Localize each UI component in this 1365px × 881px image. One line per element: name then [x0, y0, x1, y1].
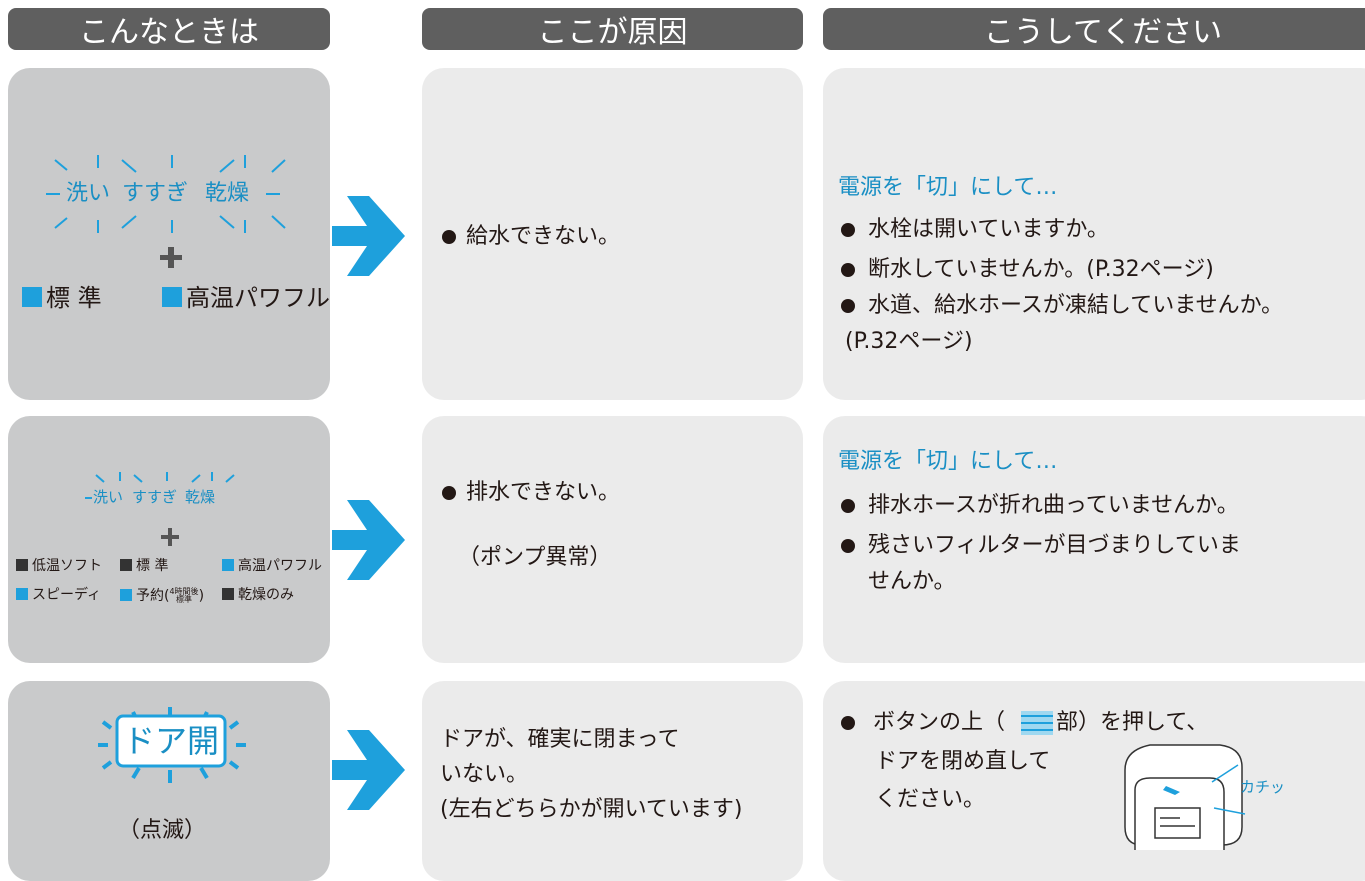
- mode: 標 準: [22, 286, 102, 310]
- remedy: 断水していませんか。(P.32ページ): [868, 257, 1214, 282]
- mode: 予約(4時間後 標準): [120, 588, 204, 604]
- remedy: ください。: [875, 787, 986, 812]
- door-lamp: [115, 714, 227, 768]
- remedy: 水道、給水ホースが凍結していませんか。: [868, 293, 1284, 318]
- decorations: [46, 155, 1246, 850]
- note: （点滅）: [118, 818, 207, 843]
- mode-label: 標 準: [46, 284, 102, 312]
- arrows: [332, 196, 405, 810]
- mode-sub: 標準: [176, 595, 193, 604]
- mode-label: スピーディ: [32, 587, 102, 603]
- mode: スピーディ: [16, 588, 101, 602]
- mode-label: 予約: [136, 588, 164, 604]
- lamp: 洗い: [66, 181, 111, 206]
- cause: (左右どちらかが開いています): [440, 797, 743, 822]
- header: こんなときは: [8, 8, 330, 50]
- mode-label: 乾燥のみ: [238, 587, 294, 603]
- cause: 排水できない。: [466, 480, 621, 505]
- door-label: ドア開: [122, 722, 219, 760]
- mode-label: 高温パワフル: [238, 558, 322, 574]
- panel: [422, 68, 803, 400]
- remedy: せんか。: [868, 569, 956, 594]
- remedy: ドアを閉め直して: [875, 749, 1051, 774]
- panel: [422, 681, 803, 881]
- cause: ドアが、確実に閉まって: [440, 727, 680, 752]
- sound: カチッ: [1240, 778, 1286, 796]
- mode: 標 準: [120, 559, 168, 573]
- remedy: (P.32ページ): [845, 329, 973, 354]
- plus-signs: [160, 247, 182, 546]
- remedy-lead: 電源を「切」にして…: [838, 449, 1058, 474]
- panel: [422, 416, 803, 663]
- mode-sub: 4時間後: [169, 587, 199, 596]
- panel: [823, 681, 1365, 881]
- dishwasher: [1124, 744, 1243, 850]
- click-lines: [1211, 764, 1246, 815]
- remedy: 部）を押して、: [1056, 710, 1209, 735]
- mode: 高温パワフル: [222, 559, 322, 573]
- cause: いない。: [440, 762, 529, 787]
- bullets: [442, 223, 855, 730]
- panel: [8, 68, 330, 400]
- mode-label: 低温ソフト: [32, 558, 102, 574]
- remedy: 排水ホースが折れ曲っていませんか。: [868, 493, 1239, 518]
- remedy: 残さいフィルターが目づまりしていま: [868, 533, 1241, 558]
- header: こうしてください: [823, 8, 1365, 50]
- mode-label: 標 準: [136, 558, 169, 574]
- lamp: すすぎ: [132, 488, 178, 506]
- remedy: 水栓は開いていますか。: [868, 217, 1109, 242]
- remedy-lead: 電源を「切」にして…: [838, 175, 1058, 200]
- button-icon: [1021, 711, 1053, 735]
- cause: （ポンプ異常）: [458, 545, 612, 570]
- header: ここが原因: [422, 8, 803, 50]
- remedy: ボタンの上（: [873, 710, 1006, 735]
- press-arrow: [1163, 786, 1180, 795]
- mode: 高温パワフル: [162, 286, 330, 310]
- panel: [823, 68, 1365, 400]
- lamp: すすぎ: [122, 181, 189, 206]
- mode: 乾燥のみ: [222, 588, 294, 602]
- lamp: 乾燥: [205, 181, 250, 206]
- lamp-rays: [46, 155, 286, 783]
- mode-label: 高温パワフル: [186, 284, 330, 312]
- mode: 低温ソフト: [16, 559, 102, 573]
- lamp: 洗い: [93, 488, 124, 506]
- panel: [823, 416, 1365, 663]
- page: こんなときは ここが原因 こうしてください 洗い すすぎ 乾燥 標 準 高温パワ…: [8, 8, 1365, 881]
- lamp: 乾燥: [185, 488, 216, 506]
- cause: 給水できない。: [466, 224, 621, 249]
